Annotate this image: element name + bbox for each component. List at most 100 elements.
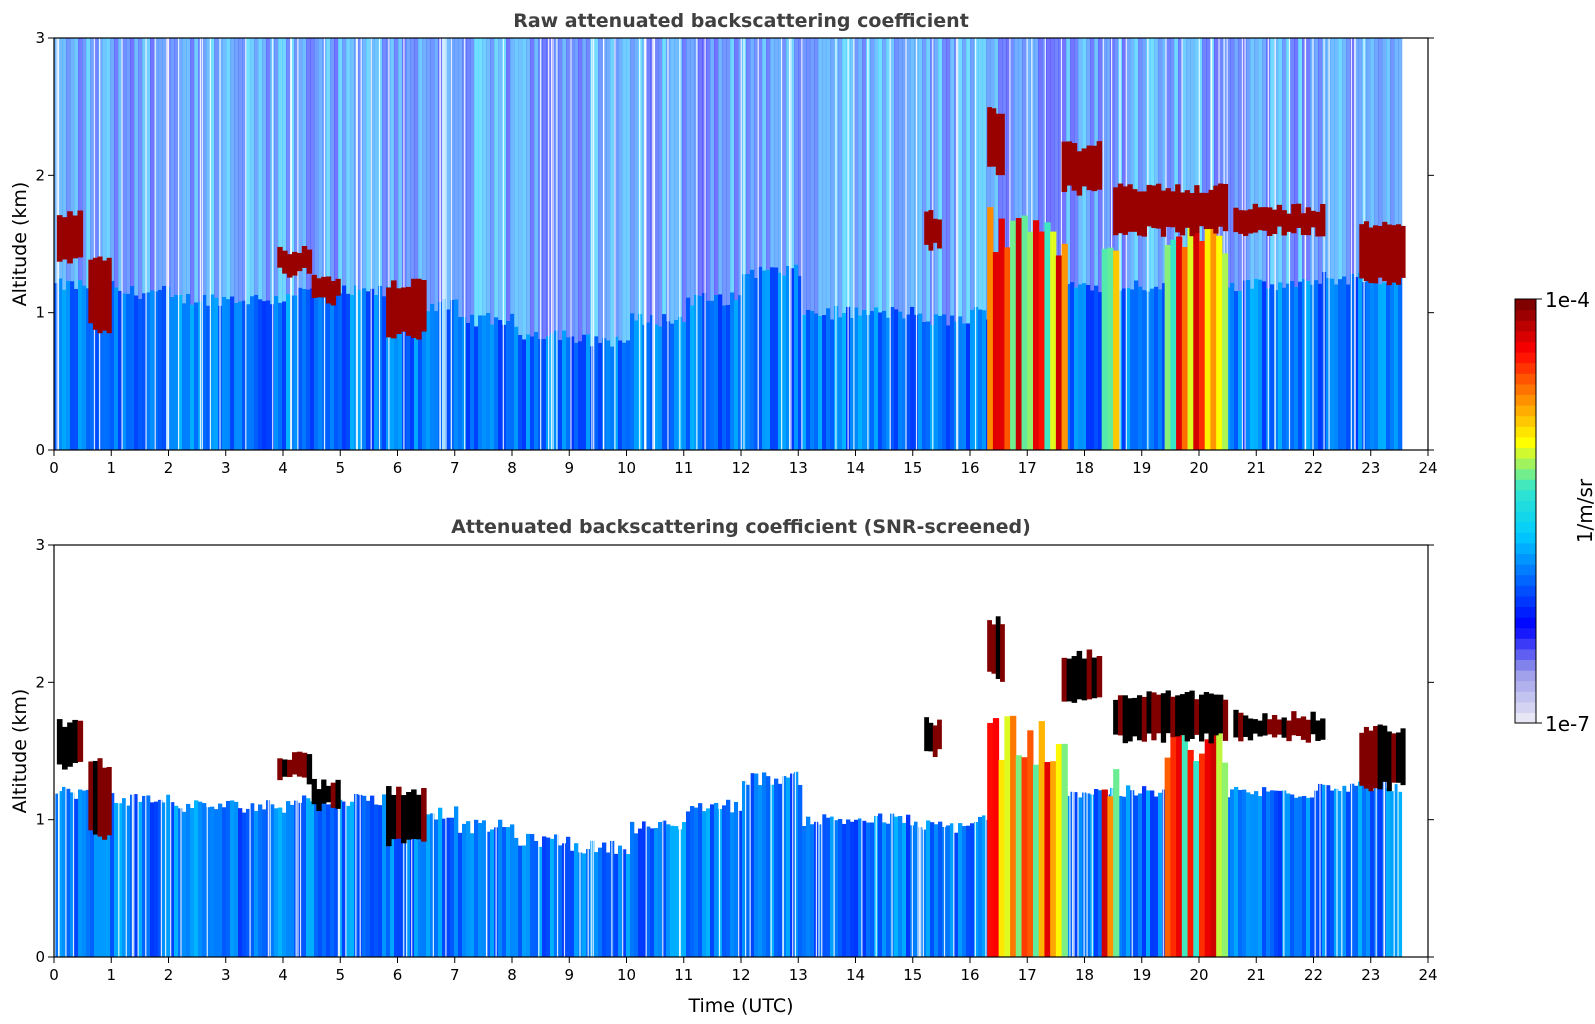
noise-column (890, 38, 895, 307)
noise-column (306, 38, 311, 290)
colorbar-block (1515, 436, 1536, 448)
backscatter-column (858, 315, 863, 450)
backscatter-column (58, 791, 63, 957)
x-tick-label: 2 (164, 459, 174, 477)
noise-column (926, 38, 931, 322)
noise-column (966, 38, 971, 324)
backscatter-column (62, 786, 67, 957)
backscatter-column (374, 804, 379, 957)
backscatter-column (1374, 277, 1379, 450)
backscatter-column (882, 822, 887, 957)
backscatter-column (162, 285, 167, 450)
backscatter-column (498, 819, 503, 957)
backscatter-column (294, 295, 299, 450)
noise-column (1166, 38, 1171, 281)
backscatter-column (350, 801, 355, 957)
data-gap (1325, 545, 1327, 957)
noise-column (390, 38, 395, 295)
backscatter-column (1238, 291, 1243, 450)
noise-column (494, 38, 499, 318)
backscatter-column (1370, 279, 1375, 450)
backscatter-column (134, 794, 139, 957)
backscatter-column (882, 310, 887, 450)
backscatter-column (438, 807, 443, 957)
backscatter-column (1386, 787, 1391, 957)
data-gap (833, 545, 835, 957)
backscatter-column (490, 324, 495, 450)
backscatter-column (182, 303, 187, 450)
backscatter-column (670, 323, 675, 450)
colorbar-gradient (1515, 299, 1536, 724)
noise-column (90, 38, 95, 281)
backscatter-column (70, 792, 75, 957)
backscatter-column (470, 314, 475, 450)
noise-column (110, 38, 115, 281)
noise-column (1350, 38, 1355, 274)
backscatter-column (274, 808, 279, 957)
x-tick-label: 22 (1304, 966, 1323, 984)
colorbar-block (1515, 373, 1536, 385)
cloud-layer (928, 722, 934, 752)
backscatter-column (694, 294, 699, 450)
noise-column (498, 38, 503, 321)
noise-column (1022, 38, 1027, 312)
cloud-layer (321, 276, 327, 298)
cloud-layer (1151, 692, 1157, 741)
noise-column (118, 38, 123, 291)
noise-column (1002, 38, 1007, 313)
cloud-layer (1156, 183, 1162, 229)
noise-column (290, 38, 295, 296)
backscatter-column (658, 822, 663, 957)
backscatter-column (74, 798, 79, 957)
backscatter-column (950, 315, 955, 450)
cloud-layer (991, 624, 997, 674)
cloud-layer (1296, 203, 1302, 228)
backscatter-column (370, 288, 375, 450)
data-gap (957, 38, 959, 450)
noise-column (882, 38, 887, 311)
cloud-layer (1189, 690, 1195, 739)
cloud-layer (1247, 718, 1254, 741)
noise-column (426, 38, 431, 312)
backscatter-column (958, 316, 963, 450)
backscatter-column (114, 287, 119, 450)
backscatter-column (1162, 283, 1167, 450)
precipitation-streak (1101, 248, 1108, 450)
backscatter-column (702, 811, 707, 957)
noise-column (1286, 38, 1291, 284)
backscatter-column (1078, 797, 1083, 957)
noise-column (710, 38, 715, 301)
backscatter-column (658, 326, 663, 450)
noise-column (878, 38, 883, 313)
noise-column (754, 38, 759, 278)
backscatter-column (1158, 289, 1163, 450)
noise-column (414, 38, 419, 305)
backscatter-column (458, 316, 463, 450)
data-gap (905, 38, 907, 450)
backscatter-column (78, 789, 83, 957)
noise-column (450, 38, 455, 300)
precipitation-streak (1004, 247, 1011, 450)
backscatter-column (582, 853, 587, 957)
backscatter-column (582, 334, 587, 450)
cloud-layer (421, 788, 427, 842)
backscatter-column (886, 317, 891, 450)
precipitation-streak (1170, 239, 1177, 450)
noise-column (410, 38, 415, 306)
x-tick-label: 24 (1418, 966, 1437, 984)
noise-column (1034, 38, 1039, 280)
backscatter-column (186, 803, 191, 957)
backscatter-column (1138, 793, 1143, 957)
colorbar-block (1515, 617, 1536, 629)
noise-column (970, 38, 975, 310)
backscatter-column (246, 808, 251, 957)
backscatter-column (1322, 784, 1327, 957)
noise-column (810, 38, 815, 311)
backscatter-column (90, 792, 95, 957)
colorbar-block (1515, 405, 1536, 417)
backscatter-column (398, 301, 403, 450)
backscatter-column (106, 288, 111, 450)
precipitation-streak (987, 207, 994, 450)
data-gap (359, 545, 361, 957)
backscatter-column (786, 777, 791, 957)
